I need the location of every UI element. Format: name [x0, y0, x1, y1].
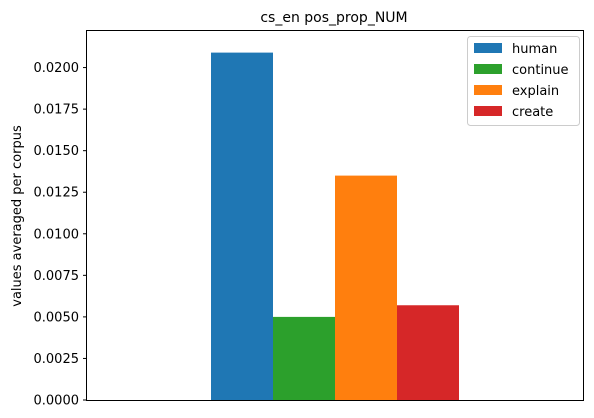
bar-continue [273, 316, 335, 400]
legend-box [467, 36, 580, 126]
bar-create [397, 305, 459, 400]
bar-explain [335, 175, 397, 400]
bars-group [211, 52, 459, 401]
y-tick-label: 0.0050 [34, 310, 80, 325]
bar-human [211, 52, 273, 401]
y-tick-label: 0.0025 [34, 352, 80, 367]
plot-frame [86, 30, 584, 401]
y-tick-label: 0.0150 [34, 144, 80, 159]
legend-swatch-explain [474, 85, 502, 95]
y-tick-label: 0.0075 [34, 269, 80, 284]
legend-label-create: create [512, 105, 553, 120]
y-axis-ticks: 0.0000 0.0025 0.0050 0.0075 0.0100 0.0125 0.01… [34, 61, 87, 409]
legend-label-continue: continue [512, 63, 569, 78]
y-axis-title: values averaged per corpus [10, 125, 25, 307]
y-tick-label: 0.0175 [34, 103, 80, 118]
y-tick-label: 0.0200 [34, 61, 80, 76]
legend-label-explain: explain [512, 84, 559, 99]
legend-swatch-continue [474, 64, 502, 74]
legend: human continue explain create [467, 36, 580, 126]
legend-label-human: human [512, 42, 557, 57]
legend-swatch-create [474, 106, 502, 116]
chart-title: cs_en pos_prop_NUM [260, 10, 407, 26]
y-tick-label: 0.0100 [34, 227, 80, 242]
y-tick-label: 0.0000 [34, 394, 80, 409]
legend-swatch-human [474, 43, 502, 53]
y-tick-label: 0.0125 [34, 186, 80, 201]
